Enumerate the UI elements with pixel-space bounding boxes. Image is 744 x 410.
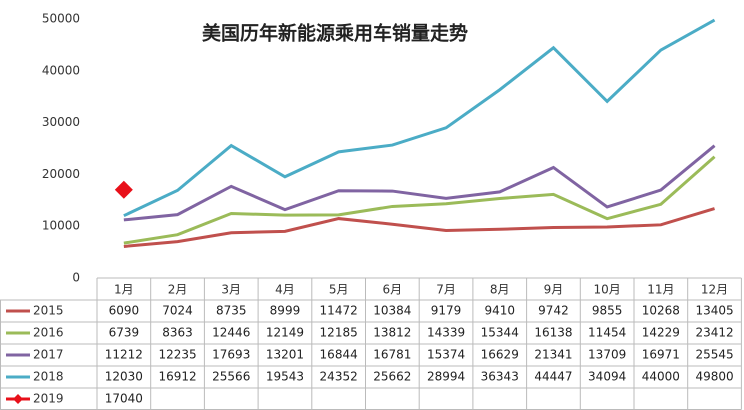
table-cell: 11212	[105, 348, 143, 362]
legend-label: 2017	[33, 348, 64, 362]
table-cell: 16971	[642, 348, 680, 362]
table-cell: 19543	[266, 370, 304, 384]
table-cell: 9410	[484, 304, 515, 318]
series-marker	[114, 180, 133, 199]
table-cell: 7024	[162, 304, 193, 318]
series-line	[123, 144, 716, 222]
table-cell: 10268	[642, 304, 680, 318]
y-tick-label: 30000	[42, 115, 80, 129]
table-cell: 25566	[212, 370, 250, 384]
table-cell: 14229	[642, 326, 680, 340]
y-tick-label: 0	[72, 271, 80, 285]
table-cell: 9179	[431, 304, 462, 318]
table-cell: 49800	[695, 370, 733, 384]
table-cell: 34094	[588, 370, 626, 384]
series-line	[123, 18, 716, 218]
table-cell: 17693	[212, 348, 250, 362]
table-cell: 13201	[266, 348, 304, 362]
x-tick-label: 8月	[490, 283, 510, 297]
table-cell: 13812	[373, 326, 411, 340]
table-cell: 14339	[427, 326, 465, 340]
table-cell: 12446	[212, 326, 250, 340]
table-cell: 8363	[162, 326, 193, 340]
table-cell: 16138	[534, 326, 572, 340]
table-cell: 44000	[642, 370, 680, 384]
table-cell: 13709	[588, 348, 626, 362]
table-cell: 24352	[320, 370, 358, 384]
legend-label: 2015	[33, 304, 64, 318]
table-cell: 16629	[481, 348, 519, 362]
table-cell: 23412	[695, 326, 733, 340]
x-tick-label: 3月	[221, 283, 241, 297]
x-tick-label: 6月	[383, 283, 403, 297]
y-tick-label: 20000	[42, 167, 80, 181]
y-tick-label: 50000	[42, 12, 80, 26]
y-tick-label: 40000	[42, 63, 80, 77]
table-cell: 8999	[270, 304, 301, 318]
series-line	[123, 155, 716, 245]
table-cell: 44447	[534, 370, 572, 384]
table-cell: 17040	[105, 392, 143, 406]
table-cell: 10384	[373, 304, 411, 318]
chart-title: 美国历年新能源乘用车销量走势	[202, 22, 468, 45]
x-tick-label: 1月	[114, 283, 134, 297]
table-cell: 16912	[158, 370, 196, 384]
table-cell: 6739	[109, 326, 140, 340]
x-tick-label: 10月	[594, 283, 621, 297]
table-cell: 13405	[695, 304, 733, 318]
legend-label: 2016	[33, 326, 64, 340]
table-cell: 16781	[373, 348, 411, 362]
table-cell: 8735	[216, 304, 247, 318]
table-cell: 12185	[320, 326, 358, 340]
table-cell: 12030	[105, 370, 143, 384]
table-cell: 21341	[534, 348, 572, 362]
legend-label: 2019	[33, 392, 64, 406]
table-cell: 6090	[109, 304, 140, 318]
table-cell: 25545	[695, 348, 733, 362]
x-tick-label: 5月	[329, 283, 349, 297]
table-cell: 11472	[320, 304, 358, 318]
table-cell: 9855	[592, 304, 623, 318]
x-tick-label: 12月	[701, 283, 728, 297]
x-tick-label: 11月	[647, 283, 674, 297]
table-cell: 9742	[538, 304, 569, 318]
table-cell: 15374	[427, 348, 465, 362]
table-cell: 15344	[481, 326, 519, 340]
table-cell: 12235	[158, 348, 196, 362]
table-cell: 12149	[266, 326, 304, 340]
series-line	[123, 207, 715, 248]
x-tick-label: 4月	[275, 283, 295, 297]
table-cell: 16844	[320, 348, 358, 362]
table-cell: 36343	[481, 370, 519, 384]
x-tick-label: 7月	[436, 283, 456, 297]
legend-label: 2018	[33, 370, 64, 384]
table-cell: 11454	[588, 326, 626, 340]
x-tick-label: 2月	[168, 283, 188, 297]
x-tick-label: 9月	[544, 283, 564, 297]
legend-marker	[13, 394, 23, 404]
table-cell: 28994	[427, 370, 465, 384]
y-tick-label: 10000	[42, 219, 80, 233]
table-cell: 25662	[373, 370, 411, 384]
